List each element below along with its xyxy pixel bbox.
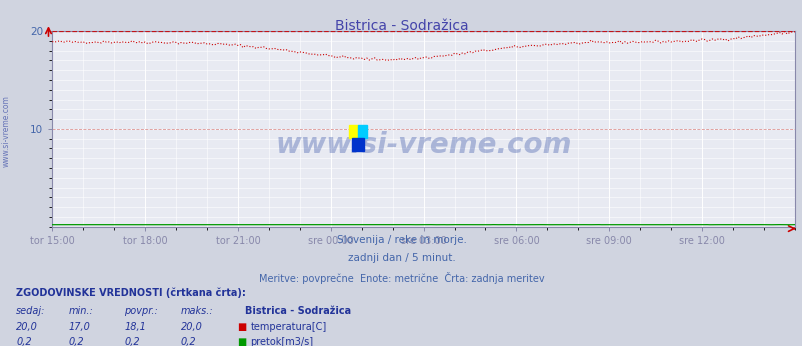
Text: ■: ■ <box>237 322 246 333</box>
Text: 17,0: 17,0 <box>68 322 90 333</box>
Text: 0,2: 0,2 <box>180 337 196 346</box>
Text: ZGODOVINSKE VREDNOSTI (črtkana črta):: ZGODOVINSKE VREDNOSTI (črtkana črta): <box>16 287 245 298</box>
Text: min.:: min.: <box>68 306 93 316</box>
Text: www.si-vreme.com: www.si-vreme.com <box>2 95 11 167</box>
Text: Meritve: povprečne  Enote: metrične  Črta: zadnja meritev: Meritve: povprečne Enote: metrične Črta:… <box>258 272 544 284</box>
Bar <box>349 125 358 138</box>
Text: Slovenija / reke in morje.: Slovenija / reke in morje. <box>336 235 466 245</box>
Text: sedaj:: sedaj: <box>16 306 46 316</box>
Text: pretok[m3/s]: pretok[m3/s] <box>250 337 314 346</box>
Bar <box>351 138 364 151</box>
Text: www.si-vreme.com: www.si-vreme.com <box>275 130 571 158</box>
Text: 0,2: 0,2 <box>124 337 140 346</box>
Text: 18,1: 18,1 <box>124 322 146 333</box>
Text: 20,0: 20,0 <box>16 322 38 333</box>
Text: zadnji dan / 5 minut.: zadnji dan / 5 minut. <box>347 253 455 263</box>
Text: povpr.:: povpr.: <box>124 306 158 316</box>
Text: 0,2: 0,2 <box>16 337 31 346</box>
Text: ■: ■ <box>237 337 246 346</box>
Text: Bistrica - Sodražica: Bistrica - Sodražica <box>245 306 350 316</box>
Bar <box>358 125 367 138</box>
Text: temperatura[C]: temperatura[C] <box>250 322 326 333</box>
Text: 20,0: 20,0 <box>180 322 202 333</box>
Text: maks.:: maks.: <box>180 306 213 316</box>
Text: 0,2: 0,2 <box>68 337 83 346</box>
Text: Bistrica - Sodražica: Bistrica - Sodražica <box>334 19 468 33</box>
